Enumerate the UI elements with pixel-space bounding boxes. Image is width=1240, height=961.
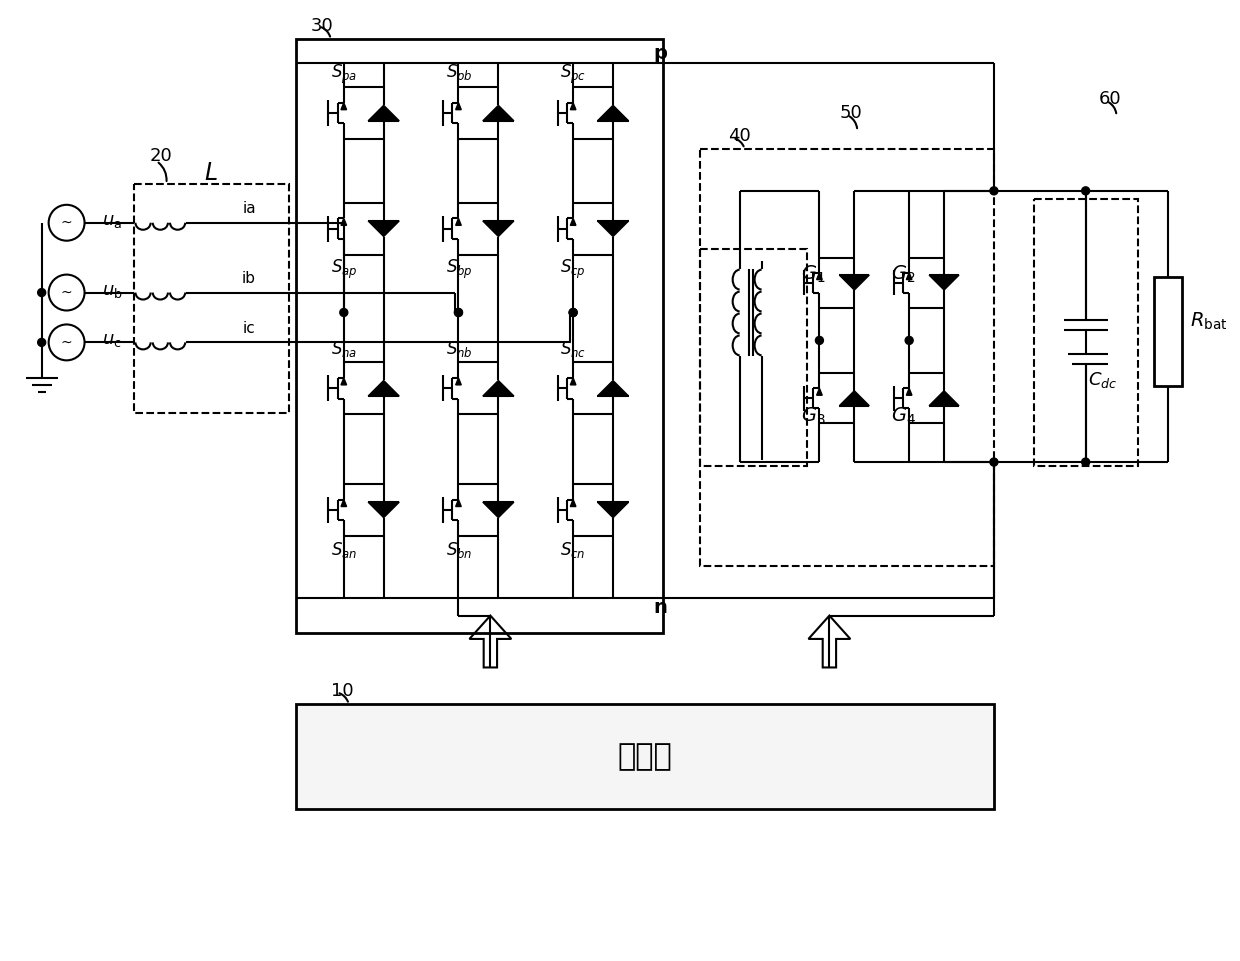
- Text: ia: ia: [242, 201, 255, 216]
- Polygon shape: [368, 106, 399, 121]
- Text: $G_3$: $G_3$: [801, 406, 826, 427]
- Text: $G_2$: $G_2$: [892, 264, 915, 285]
- Polygon shape: [455, 218, 461, 225]
- Polygon shape: [906, 388, 911, 395]
- Polygon shape: [839, 391, 869, 406]
- Circle shape: [455, 308, 463, 316]
- Polygon shape: [341, 378, 347, 384]
- Circle shape: [990, 458, 998, 466]
- Circle shape: [569, 308, 577, 316]
- Text: ~: ~: [61, 285, 72, 300]
- Bar: [134, 184, 289, 413]
- Text: 20: 20: [149, 147, 172, 165]
- Polygon shape: [341, 218, 347, 225]
- Polygon shape: [455, 378, 461, 384]
- Circle shape: [37, 288, 46, 297]
- Circle shape: [455, 308, 463, 316]
- Circle shape: [990, 186, 998, 195]
- Polygon shape: [839, 275, 869, 290]
- Text: $L$: $L$: [205, 160, 218, 185]
- Text: p: p: [653, 44, 667, 62]
- Bar: [296, 39, 663, 632]
- Polygon shape: [817, 273, 822, 280]
- Text: $S_{nc}$: $S_{nc}$: [560, 339, 587, 359]
- Polygon shape: [368, 381, 399, 396]
- Text: $u_{\rm c}$: $u_{\rm c}$: [102, 332, 122, 350]
- Bar: [699, 249, 807, 466]
- Polygon shape: [598, 503, 629, 518]
- Polygon shape: [341, 103, 347, 110]
- Polygon shape: [598, 106, 629, 121]
- Polygon shape: [929, 391, 959, 406]
- Text: 50: 50: [839, 104, 862, 122]
- Bar: [1154, 277, 1183, 386]
- Text: $G_1$: $G_1$: [801, 264, 826, 285]
- Polygon shape: [455, 103, 461, 110]
- Polygon shape: [598, 381, 629, 396]
- Circle shape: [340, 308, 347, 316]
- Circle shape: [1081, 458, 1090, 466]
- Bar: [1034, 199, 1138, 466]
- Polygon shape: [341, 500, 347, 506]
- Text: $S_{nb}$: $S_{nb}$: [445, 339, 472, 359]
- Circle shape: [1081, 186, 1090, 195]
- Polygon shape: [598, 221, 629, 236]
- Bar: [296, 704, 994, 809]
- Text: $S_{an}$: $S_{an}$: [331, 540, 357, 560]
- Text: ic: ic: [243, 321, 255, 336]
- Circle shape: [37, 338, 46, 346]
- Bar: [699, 149, 994, 566]
- Polygon shape: [570, 378, 575, 384]
- Circle shape: [816, 336, 823, 344]
- Polygon shape: [482, 106, 513, 121]
- Text: $C_{dc}$: $C_{dc}$: [1087, 370, 1117, 390]
- Circle shape: [905, 336, 913, 344]
- Text: $G_4$: $G_4$: [892, 406, 916, 427]
- Polygon shape: [482, 221, 513, 236]
- Text: n: n: [653, 598, 667, 617]
- Text: $S_{na}$: $S_{na}$: [331, 339, 357, 359]
- Text: 10: 10: [331, 682, 353, 701]
- Text: 60: 60: [1099, 90, 1121, 108]
- Text: $S_{bn}$: $S_{bn}$: [445, 540, 472, 560]
- Polygon shape: [906, 273, 911, 280]
- Text: $u_{\rm b}$: $u_{\rm b}$: [102, 282, 123, 300]
- Polygon shape: [817, 388, 822, 395]
- Polygon shape: [482, 503, 513, 518]
- Text: $S_{cp}$: $S_{cp}$: [560, 258, 587, 281]
- Text: $S_{bp}$: $S_{bp}$: [445, 258, 472, 281]
- Polygon shape: [482, 381, 513, 396]
- Text: $S_{pb}$: $S_{pb}$: [445, 62, 472, 86]
- Polygon shape: [570, 500, 575, 506]
- Text: $S_{cn}$: $S_{cn}$: [560, 540, 585, 560]
- Text: 40: 40: [728, 127, 750, 145]
- Text: ~: ~: [61, 335, 72, 350]
- Text: $S_{pc}$: $S_{pc}$: [560, 62, 587, 86]
- Polygon shape: [368, 221, 399, 236]
- Text: $S_{ap}$: $S_{ap}$: [331, 258, 357, 281]
- Text: 30: 30: [311, 17, 334, 36]
- Polygon shape: [455, 500, 461, 506]
- Text: ib: ib: [242, 271, 257, 286]
- Polygon shape: [368, 503, 399, 518]
- Circle shape: [569, 308, 577, 316]
- Text: $u_{\rm a}$: $u_{\rm a}$: [102, 211, 122, 230]
- Text: ~: ~: [61, 216, 72, 230]
- Polygon shape: [570, 218, 575, 225]
- Polygon shape: [570, 103, 575, 110]
- Text: 控制器: 控制器: [618, 742, 672, 771]
- Polygon shape: [929, 275, 959, 290]
- Text: $R_{\mathrm{bat}}$: $R_{\mathrm{bat}}$: [1190, 310, 1228, 333]
- Text: $S_{pa}$: $S_{pa}$: [331, 62, 357, 86]
